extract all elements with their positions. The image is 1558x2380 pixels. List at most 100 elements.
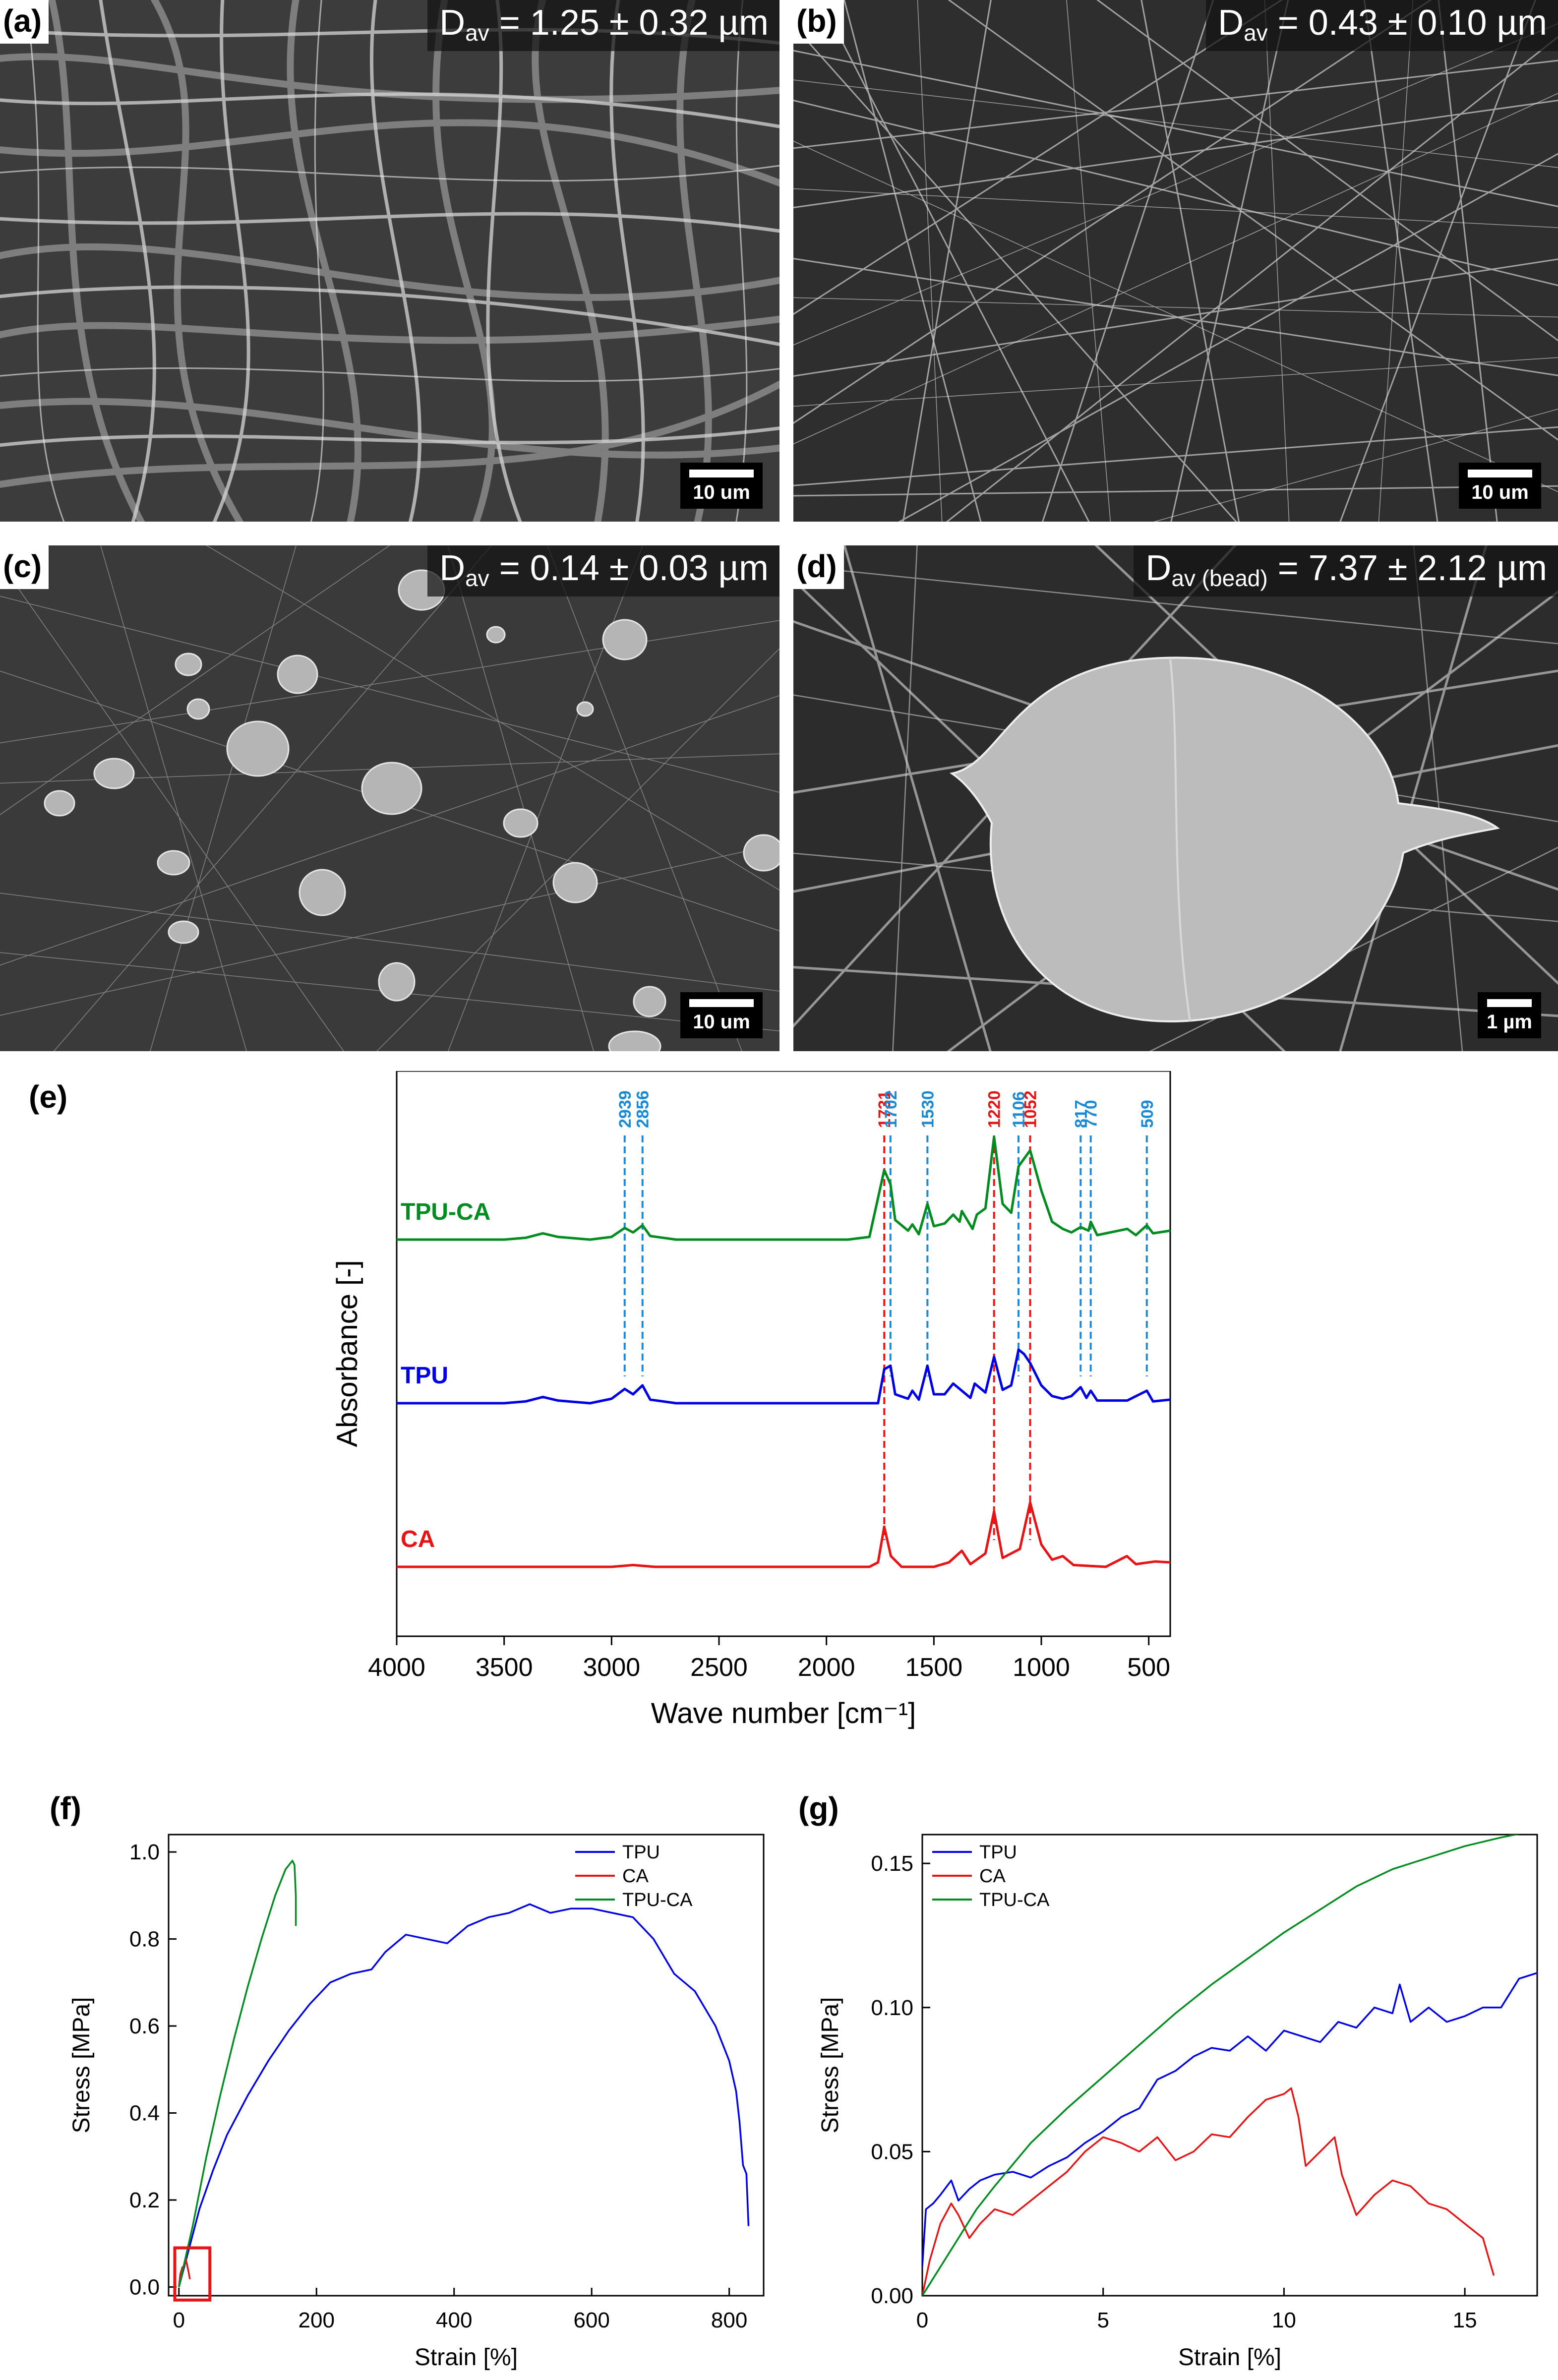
sem-image-d: (d) Dav (bead) = 7.37 ± 2.12 µm 1 µm bbox=[793, 545, 1558, 1051]
scale-bar-b: 10 um bbox=[1459, 463, 1541, 509]
dav-symbol: D bbox=[1218, 3, 1244, 43]
series-label: CA bbox=[401, 1526, 435, 1552]
peak-marker-label: 2856 bbox=[634, 1090, 653, 1128]
x-axis-title: Wave number [cm⁻¹] bbox=[651, 1697, 916, 1729]
x-tick-label: 500 bbox=[1127, 1653, 1170, 1682]
y-axis-title: Absorbance [-] bbox=[331, 1260, 363, 1447]
sem-fibers-b bbox=[793, 0, 1558, 522]
y-tick-label: 0.0 bbox=[129, 2275, 160, 2299]
x-tick-label: 3000 bbox=[583, 1653, 640, 1682]
peak-marker-label: 509 bbox=[1138, 1100, 1157, 1128]
sem-bead-d bbox=[793, 545, 1558, 1051]
dav-subscript: av bbox=[1244, 20, 1268, 46]
diameter-annotation-a: Dav = 1.25 ± 0.32 µm bbox=[427, 0, 779, 51]
stress-line-ca bbox=[922, 2087, 1495, 2296]
legend-label: TPU-CA bbox=[979, 1890, 1050, 1910]
x-tick-label: 5 bbox=[1097, 2308, 1109, 2332]
x-tick-label: 3500 bbox=[476, 1653, 533, 1682]
stress-line-tpu-ca bbox=[178, 1859, 297, 2287]
dav-symbol: D bbox=[439, 548, 466, 588]
peak-marker-label: 1220 bbox=[985, 1090, 1004, 1128]
x-tick-label: 0 bbox=[916, 2308, 928, 2332]
panel-label-d: (d) bbox=[793, 545, 844, 589]
spectrum-line-ca bbox=[397, 1501, 1171, 1568]
y-tick-label: 0.6 bbox=[129, 2014, 160, 2038]
scale-bar-c: 10 um bbox=[680, 992, 763, 1038]
legend-label: TPU-CA bbox=[622, 1890, 693, 1910]
x-tick-label: 800 bbox=[711, 2308, 747, 2332]
spectrum-line-tpu bbox=[397, 1348, 1171, 1405]
peak-marker-label: 817 bbox=[1072, 1100, 1090, 1128]
x-tick-label: 1500 bbox=[905, 1653, 962, 1682]
x-axis-title: Strain [%] bbox=[1178, 2344, 1281, 2371]
scale-label: 10 um bbox=[1471, 481, 1529, 503]
peak-marker-label: 1052 bbox=[1021, 1090, 1040, 1128]
legend-label: CA bbox=[622, 1866, 649, 1887]
series-group bbox=[922, 1835, 1520, 2296]
x-tick-label: 2500 bbox=[690, 1653, 748, 1682]
plot-frame bbox=[921, 1834, 1538, 2297]
stress-line-tpu-ca bbox=[922, 1835, 1520, 2296]
sem-image-a: (a) Dav = 1.25 ± 0.32 µm 10 um bbox=[0, 0, 779, 522]
panel-label-b: (b) bbox=[793, 0, 844, 44]
dav-symbol: D bbox=[439, 3, 466, 43]
legend-label: TPU bbox=[622, 1842, 660, 1863]
peak-marker-label: 2939 bbox=[616, 1090, 635, 1128]
stress-strain-chart-zoom: 0 5 10 15 0.00 0.05 0.10 0.15 TPU CA TPU-CA Strain … bbox=[817, 1834, 1538, 2371]
dav-symbol: D bbox=[1145, 548, 1172, 588]
peak-marker-label: 1530 bbox=[918, 1090, 937, 1128]
series-group bbox=[178, 1859, 297, 2287]
y-axis-title: Stress [MPa] bbox=[68, 1997, 95, 2134]
series-group bbox=[922, 1972, 1537, 2267]
x-tick-label: 0 bbox=[173, 2308, 185, 2332]
x-tick-label: 15 bbox=[1453, 2308, 1477, 2332]
dav-subscript: av bbox=[465, 20, 489, 46]
dav-value: = 7.37 ± 2.12 µm bbox=[1267, 548, 1547, 588]
y-tick-label: 0.00 bbox=[871, 2284, 913, 2308]
spectrum-line-tpu-ca bbox=[397, 1135, 1171, 1241]
diameter-annotation-d: Dav (bead) = 7.37 ± 2.12 µm bbox=[1134, 545, 1558, 596]
peak-marker-label: 1731 bbox=[875, 1090, 894, 1128]
y-tick-label: 0.05 bbox=[871, 2140, 913, 2164]
y-tick-label: 1.0 bbox=[129, 1840, 160, 1864]
stress-line-tpu bbox=[178, 1903, 750, 2287]
x-tick-label: 10 bbox=[1272, 2308, 1296, 2332]
panel-label-e: (e) bbox=[29, 1079, 68, 1115]
x-axis-title: Strain [%] bbox=[415, 2344, 518, 2371]
x-tick-label: 4000 bbox=[368, 1653, 425, 1682]
y-tick-label: 0.8 bbox=[129, 1927, 160, 1952]
scale-label: 1 µm bbox=[1487, 1011, 1532, 1033]
bead-shape bbox=[949, 656, 1500, 1023]
bead-cluster bbox=[44, 569, 779, 1051]
scale-label: 10 um bbox=[693, 1011, 750, 1033]
zoom-region-box bbox=[173, 2246, 212, 2302]
sem-image-b: (b) Dav = 0.43 ± 0.10 µm 10 um bbox=[793, 0, 1558, 522]
x-tick-label: 600 bbox=[573, 2308, 609, 2332]
scale-bar-a: 10 um bbox=[680, 463, 763, 509]
plot-frame bbox=[168, 1834, 765, 2297]
dav-subscript: av (bead) bbox=[1171, 565, 1268, 591]
y-tick-label: 0.10 bbox=[871, 1996, 913, 2020]
sem-fibers-a bbox=[0, 0, 779, 522]
x-tick-label: 400 bbox=[436, 2308, 472, 2332]
y-axis-title: Stress [MPa] bbox=[817, 1997, 843, 2134]
series-label: TPU bbox=[401, 1363, 448, 1389]
series-group bbox=[922, 2087, 1495, 2296]
series-group bbox=[178, 1903, 750, 2287]
peak-marker-label: 1702 bbox=[882, 1090, 900, 1128]
scale-bar-d: 1 µm bbox=[1478, 992, 1541, 1038]
panel-label-a: (a) bbox=[0, 0, 49, 44]
x-tick-label: 2000 bbox=[798, 1653, 855, 1682]
y-tick-label: 0.15 bbox=[871, 1851, 913, 1876]
dav-value: = 1.25 ± 0.32 µm bbox=[489, 3, 769, 43]
x-tick-label: 1000 bbox=[1013, 1653, 1070, 1682]
diameter-annotation-c: Dav = 0.14 ± 0.03 µm bbox=[427, 545, 779, 596]
legend-label: CA bbox=[979, 1866, 1006, 1887]
scale-label: 10 um bbox=[693, 481, 750, 503]
legend-label: TPU bbox=[979, 1842, 1017, 1863]
plot-frame bbox=[396, 1071, 1171, 1637]
series-label: TPU-CA bbox=[401, 1199, 490, 1225]
stress-strain-chart-full: 0 200 400 600 800 0.0 0.2 0.4 0.6 0.8 1.0 TPU CA TPU-… bbox=[68, 1834, 765, 2371]
diameter-annotation-b: Dav = 0.43 ± 0.10 µm bbox=[1206, 0, 1558, 51]
